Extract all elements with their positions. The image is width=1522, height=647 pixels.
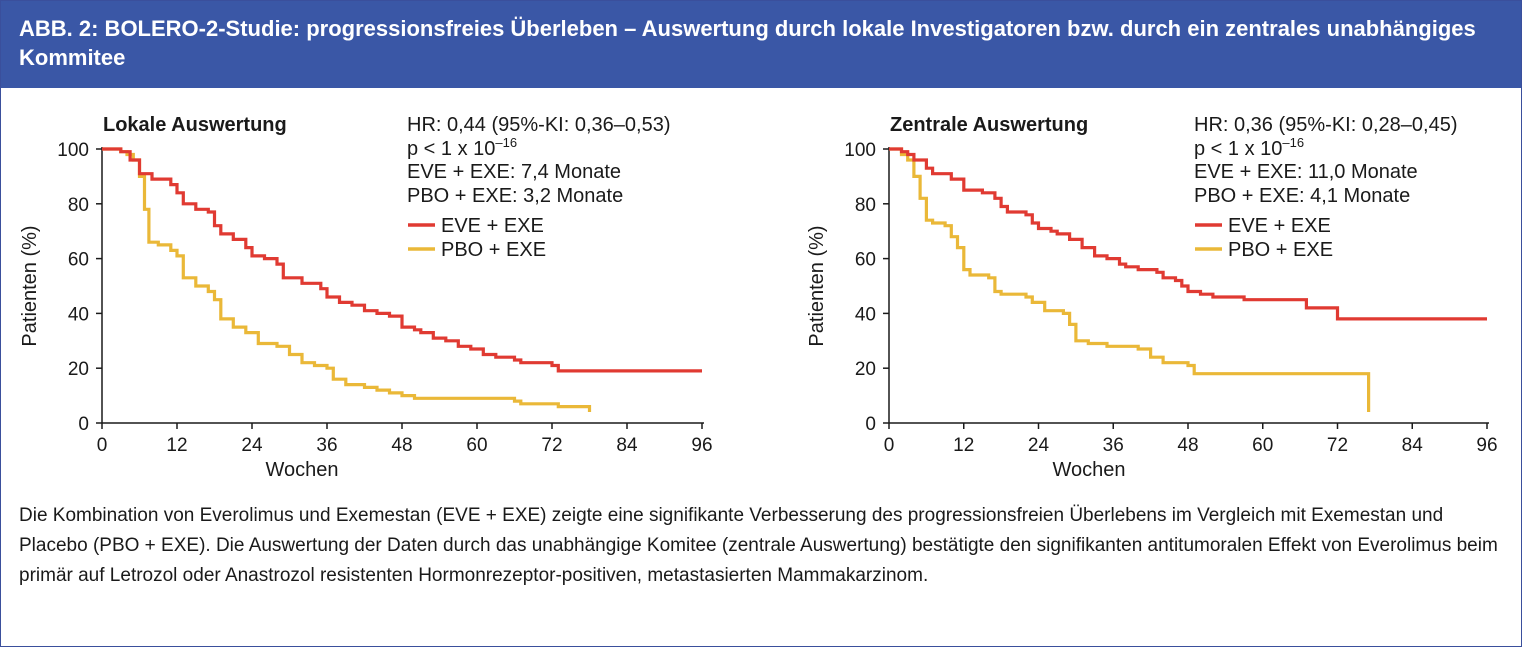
p-value-exponent: –16 xyxy=(495,135,517,150)
figure-title: ABB. 2: BOLERO-2-Studie: progressionsfre… xyxy=(1,1,1521,88)
x-tick-label: 36 xyxy=(316,435,337,456)
x-tick-label: 0 xyxy=(884,435,895,456)
x-tick-label: 72 xyxy=(541,435,562,456)
x-tick-label: 84 xyxy=(1402,435,1424,456)
x-tick-label: 48 xyxy=(391,435,412,456)
x-tick-label: 48 xyxy=(1177,435,1198,456)
y-tick-label: 60 xyxy=(855,250,876,271)
y-tick-label: 40 xyxy=(855,304,876,325)
x-tick-label: 36 xyxy=(1103,435,1124,456)
x-tick-label: 96 xyxy=(691,435,712,456)
x-tick-label: 84 xyxy=(616,435,638,456)
median-eve-text: EVE + EXE: 7,4 Monate xyxy=(407,161,621,183)
chart-title: Zentrale Auswertung xyxy=(890,114,1088,136)
p-value-text: p < 1 x 10–16 xyxy=(407,135,517,160)
survival-curve-pbo-exe xyxy=(889,147,1371,412)
y-axis-label: Patienten (%) xyxy=(806,225,828,346)
median-pbo-text: PBO + EXE: 4,1 Monate xyxy=(1194,185,1410,207)
chart-zentrale-auswertung: 0 20 40 60 80 100 0 12 24 36 48 60 72 84 96 Wochen Patie… xyxy=(806,114,1498,481)
y-tick-label: 40 xyxy=(68,304,89,325)
p-value-exponent: –16 xyxy=(1282,135,1304,150)
x-tick-label: 12 xyxy=(953,435,974,456)
p-value-base: p < 1 x 10 xyxy=(407,138,495,160)
legend-label: PBO + EXE xyxy=(1228,239,1333,261)
chart-lokale-auswertung: 0 20 40 60 80 100 0 12 24 36 48 60 72 84 96 Wochen Patie… xyxy=(19,114,713,481)
x-tick-label: 24 xyxy=(1028,435,1050,456)
median-pbo-text: PBO + EXE: 3,2 Monate xyxy=(407,185,623,207)
y-tick-label: 80 xyxy=(68,195,89,216)
y-tick-label: 100 xyxy=(844,140,876,161)
y-tick-label: 100 xyxy=(57,140,89,161)
chart-title: Lokale Auswertung xyxy=(103,114,287,136)
p-value-base: p < 1 x 10 xyxy=(1194,138,1282,160)
x-tick-label: 24 xyxy=(241,435,263,456)
y-tick-label: 0 xyxy=(78,414,89,435)
figure-caption: Die Kombination von Everolimus und Exeme… xyxy=(19,505,1498,586)
y-tick-label: 0 xyxy=(865,414,876,435)
legend-label: PBO + EXE xyxy=(441,239,546,261)
hazard-ratio-text: HR: 0,44 (95%-KI: 0,36–0,53) xyxy=(407,114,670,136)
x-tick-label: 60 xyxy=(1252,435,1273,456)
legend-label: EVE + EXE xyxy=(1228,215,1331,237)
median-eve-text: EVE + EXE: 11,0 Monate xyxy=(1194,161,1418,183)
charts-svg: 0 20 40 60 80 100 0 12 24 36 48 60 72 84 96 Wochen Patie… xyxy=(19,114,1498,481)
x-axis-label: Wochen xyxy=(1052,459,1125,481)
p-value-text: p < 1 x 10–16 xyxy=(1194,135,1304,160)
x-tick-label: 72 xyxy=(1327,435,1348,456)
x-tick-label: 60 xyxy=(466,435,487,456)
y-tick-label: 20 xyxy=(68,359,89,380)
charts-area: 0 20 40 60 80 100 0 12 24 36 48 60 72 84 96 Wochen Patie… xyxy=(1,88,1521,486)
x-axis-label: Wochen xyxy=(265,459,338,481)
survival-curve-eve-exe xyxy=(102,147,702,373)
hazard-ratio-text: HR: 0,36 (95%-KI: 0,28–0,45) xyxy=(1194,114,1457,136)
x-tick-label: 0 xyxy=(97,435,108,456)
survival-curve-eve-exe xyxy=(889,147,1487,321)
legend-label: EVE + EXE xyxy=(441,215,544,237)
y-tick-label: 60 xyxy=(68,250,89,271)
y-tick-label: 80 xyxy=(855,195,876,216)
x-tick-label: 12 xyxy=(166,435,187,456)
y-tick-label: 20 xyxy=(855,359,876,380)
x-tick-label: 96 xyxy=(1476,435,1497,456)
y-axis-label: Patienten (%) xyxy=(19,225,41,346)
survival-curve-pbo-exe xyxy=(102,147,592,412)
